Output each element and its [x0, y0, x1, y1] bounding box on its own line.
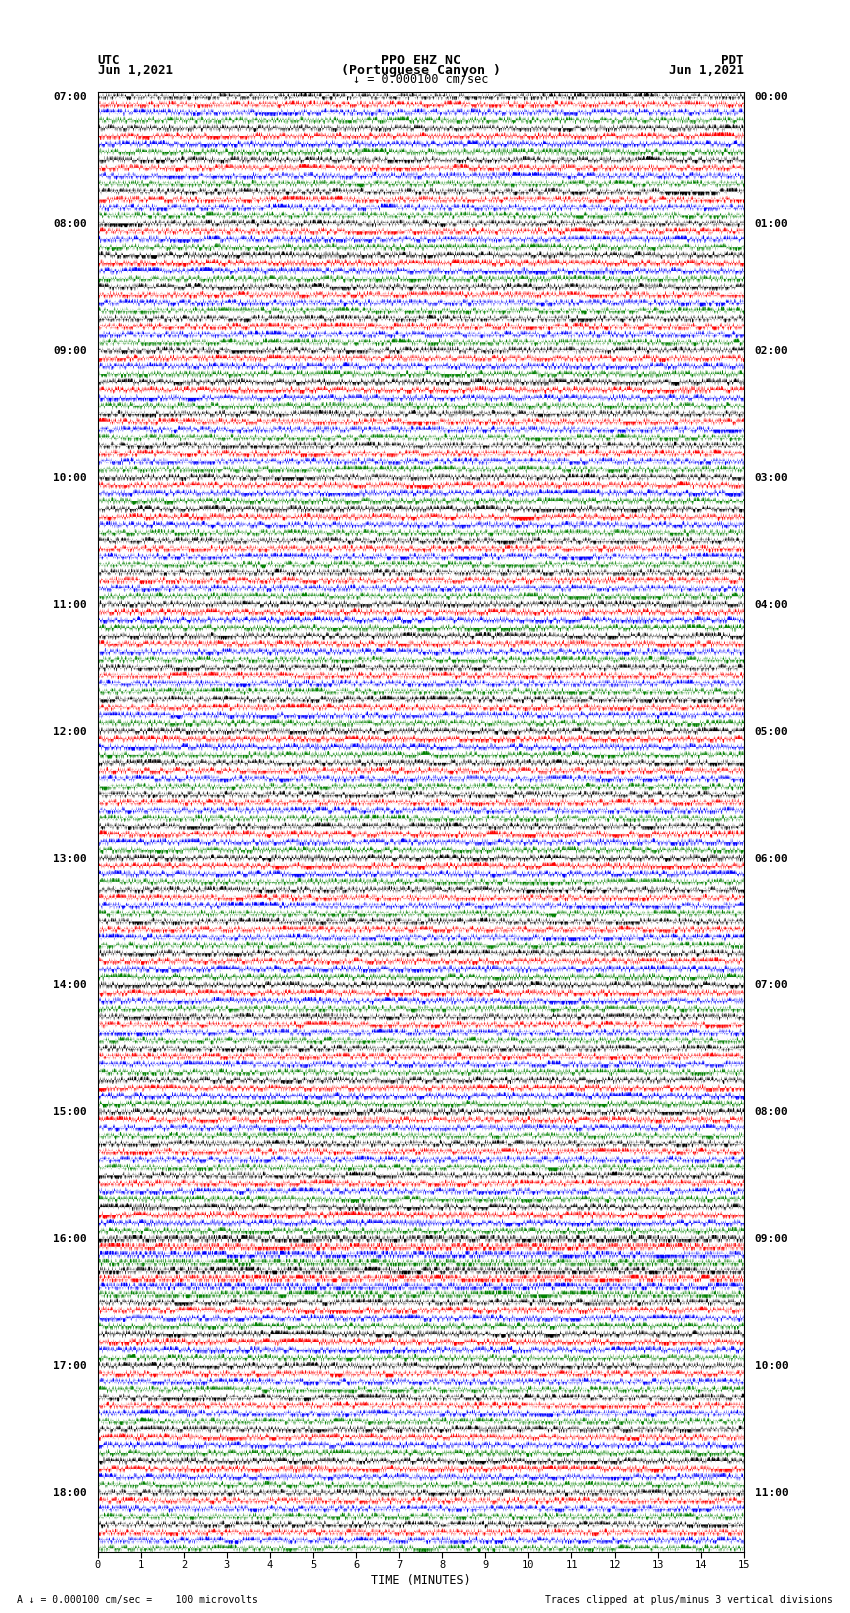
Text: A ↓ = 0.000100 cm/sec =    100 microvolts: A ↓ = 0.000100 cm/sec = 100 microvolts [17, 1595, 258, 1605]
Text: 07:00: 07:00 [54, 92, 87, 102]
Text: 03:00: 03:00 [755, 473, 788, 482]
Text: 01:00: 01:00 [755, 219, 788, 229]
Text: 05:00: 05:00 [755, 726, 788, 737]
X-axis label: TIME (MINUTES): TIME (MINUTES) [371, 1574, 471, 1587]
Text: 12:00: 12:00 [54, 726, 87, 737]
Text: 18:00: 18:00 [54, 1489, 87, 1498]
Text: 04:00: 04:00 [755, 600, 788, 610]
Text: 00:00: 00:00 [755, 92, 788, 102]
Text: 13:00: 13:00 [54, 853, 87, 863]
Text: 02:00: 02:00 [755, 345, 788, 356]
Text: 08:00: 08:00 [755, 1108, 788, 1118]
Text: 09:00: 09:00 [755, 1234, 788, 1244]
Text: 06:00: 06:00 [755, 853, 788, 863]
Text: 16:00: 16:00 [54, 1234, 87, 1244]
Text: 09:00: 09:00 [54, 345, 87, 356]
Text: ↓ = 0.000100 cm/sec: ↓ = 0.000100 cm/sec [353, 73, 489, 85]
Text: 15:00: 15:00 [54, 1108, 87, 1118]
Text: 17:00: 17:00 [54, 1361, 87, 1371]
Text: Traces clipped at plus/minus 3 vertical divisions: Traces clipped at plus/minus 3 vertical … [545, 1595, 833, 1605]
Text: PPO EHZ NC: PPO EHZ NC [381, 53, 461, 66]
Text: 11:00: 11:00 [54, 600, 87, 610]
Text: 14:00: 14:00 [54, 981, 87, 990]
Text: Jun 1,2021: Jun 1,2021 [669, 63, 744, 77]
Text: 10:00: 10:00 [54, 473, 87, 482]
Text: 11:00: 11:00 [755, 1489, 788, 1498]
Text: 08:00: 08:00 [54, 219, 87, 229]
Text: 07:00: 07:00 [755, 981, 788, 990]
Text: PDT: PDT [722, 53, 744, 66]
Text: 10:00: 10:00 [755, 1361, 788, 1371]
Text: Jun 1,2021: Jun 1,2021 [98, 63, 173, 77]
Text: UTC: UTC [98, 53, 120, 66]
Text: (Portuguese Canyon ): (Portuguese Canyon ) [341, 63, 501, 77]
